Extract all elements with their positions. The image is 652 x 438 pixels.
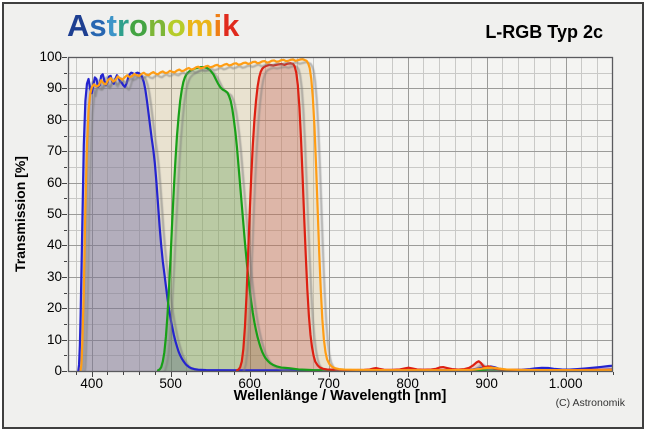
x-tick-label: 1.000 [548,376,583,391]
x-tick-label: 600 [238,376,261,391]
logo-letter: t [106,8,117,43]
x-tick-label: 800 [396,376,419,391]
y-tick-label: 100 [39,49,62,64]
logo-letter: k [222,8,240,43]
y-tick-label: 10 [46,331,62,347]
copyright-note: (C) Astronomik [555,397,625,409]
x-tick-label: 900 [475,376,498,391]
x-tick-label: 500 [159,376,182,391]
logo-letter: m [185,8,214,43]
y-tick-label: 70 [46,143,62,159]
logo-letter: n [147,8,167,43]
logo-letter: r [116,8,130,43]
y-tick-label: 0 [54,363,62,378]
y-tick-label: 60 [46,174,62,190]
y-tick-label: 80 [46,111,62,127]
x-tick-label: 700 [317,376,340,391]
astronomik-logo: Astronomik [67,10,239,41]
y-tick-label: 90 [46,80,62,96]
logo-letter: s [89,8,107,43]
y-tick-label: 50 [46,206,62,221]
logo-letter: A [67,8,90,43]
logo-letter: o [129,8,148,43]
filter-set-title: L-RGB Typ 2c [485,22,603,42]
y-tick-label: 40 [46,237,62,253]
x-axis-title: Wellenlänge / Wavelength [nm] [233,388,447,404]
logo-letter: o [166,8,186,43]
y-tick-label: 30 [46,268,62,284]
y-tick-label: 20 [46,300,62,316]
logo-letter: i [213,8,223,43]
x-tick-label: 400 [80,376,103,391]
